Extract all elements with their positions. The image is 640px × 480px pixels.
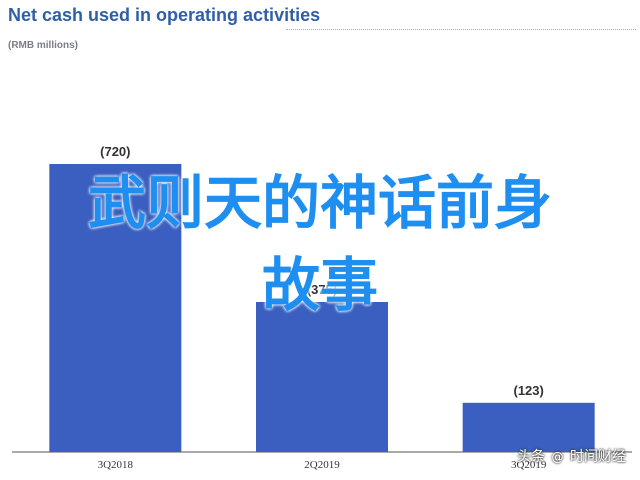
overlay-text-line-2: 故事 bbox=[261, 251, 378, 319]
watermark-prefix: 头条 bbox=[517, 449, 546, 465]
data-label-2Q2019: (375) bbox=[307, 282, 337, 297]
at-icon: @ bbox=[551, 450, 564, 464]
x-tick-label-3Q2018: 3Q2018 bbox=[98, 459, 134, 471]
chart-subtitle: (RMB millions) bbox=[8, 40, 78, 51]
data-label-3Q2018: (720) bbox=[100, 144, 130, 159]
bar-3Q2018 bbox=[49, 164, 182, 452]
x-tick-label-2Q2019: 2Q2019 bbox=[304, 459, 340, 471]
x-tick-label-3Q2019: 3Q2019 bbox=[511, 459, 547, 471]
watermark: 头条 @ 时间财经 bbox=[517, 446, 626, 466]
watermark-handle: 时间财经 bbox=[570, 449, 626, 465]
overlay-text-line-1: 武则天的神话前身 bbox=[87, 169, 552, 237]
bar-2Q2019 bbox=[256, 302, 388, 452]
title-divider bbox=[286, 29, 636, 30]
bar-3Q2019 bbox=[462, 402, 595, 452]
data-label-3Q2019: (123) bbox=[513, 383, 543, 398]
chart-title: Net cash used in operating activities bbox=[8, 5, 321, 25]
